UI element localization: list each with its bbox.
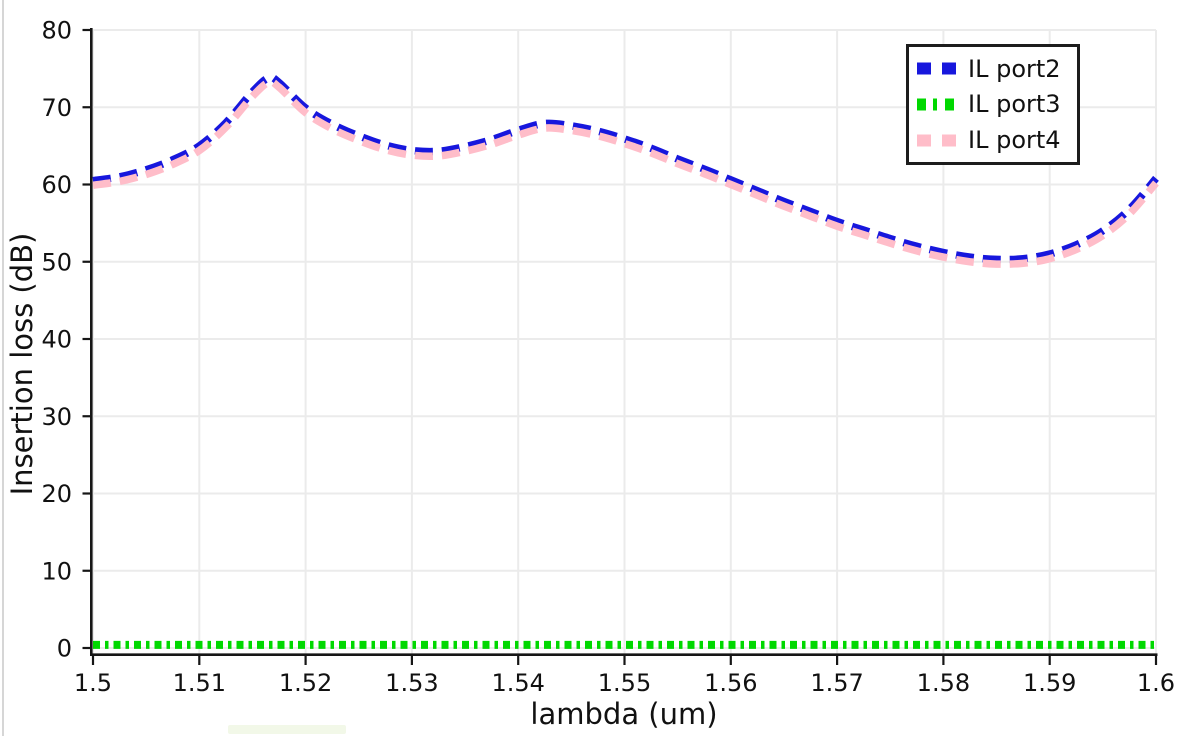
x-tick-label: 1.58 xyxy=(917,669,970,697)
y-tick-label: 70 xyxy=(41,94,72,122)
x-tick-label: 1.6 xyxy=(1137,669,1175,697)
x-axis-title: lambda (um) xyxy=(530,697,718,731)
x-tick-label: 1.55 xyxy=(598,669,651,697)
x-tick-label: 1.5 xyxy=(74,669,112,697)
x-tick-label: 1.59 xyxy=(1023,669,1076,697)
series-line-il-port2 xyxy=(92,73,1159,264)
y-tick-label: 50 xyxy=(41,248,72,276)
series-line-il-port4 xyxy=(92,78,1159,268)
y-tick-label: 30 xyxy=(41,403,72,431)
x-tick-label: 1.56 xyxy=(704,669,757,697)
legend-label-il-port4: IL port4 xyxy=(968,126,1061,155)
y-tick-label: 80 xyxy=(41,17,72,45)
x-tick-label: 1.51 xyxy=(173,669,226,697)
bottom-artifact xyxy=(228,725,346,734)
legend-swatch-il-port2-icon xyxy=(917,62,961,75)
legend-item-il-port4: IL port4 xyxy=(917,126,1069,154)
legend-item-il-port2: IL port2 xyxy=(917,55,1069,83)
legend-label-il-port3: IL port3 xyxy=(968,90,1061,119)
legend-label-il-port2: IL port2 xyxy=(968,54,1061,83)
legend-item-il-port3: IL port3 xyxy=(917,90,1069,118)
y-tick-label: 0 xyxy=(57,635,72,663)
x-tick-label: 1.52 xyxy=(279,669,332,697)
x-tick-label: 1.53 xyxy=(385,669,438,697)
legend-swatch-il-port3-icon xyxy=(917,98,961,111)
y-tick-label: 40 xyxy=(41,326,72,354)
x-tick-label: 1.57 xyxy=(810,669,863,697)
window-edge-divider xyxy=(2,0,4,736)
legend: IL port2 IL port3 IL port4 xyxy=(906,44,1080,165)
y-tick-label: 10 xyxy=(41,557,72,585)
y-tick-label: 20 xyxy=(41,480,72,508)
x-tick-label: 1.54 xyxy=(491,669,544,697)
legend-swatch-il-port4-icon xyxy=(917,134,961,147)
y-tick-label: 60 xyxy=(41,171,72,199)
y-axis-title: Insertion loss (dB) xyxy=(5,232,39,496)
